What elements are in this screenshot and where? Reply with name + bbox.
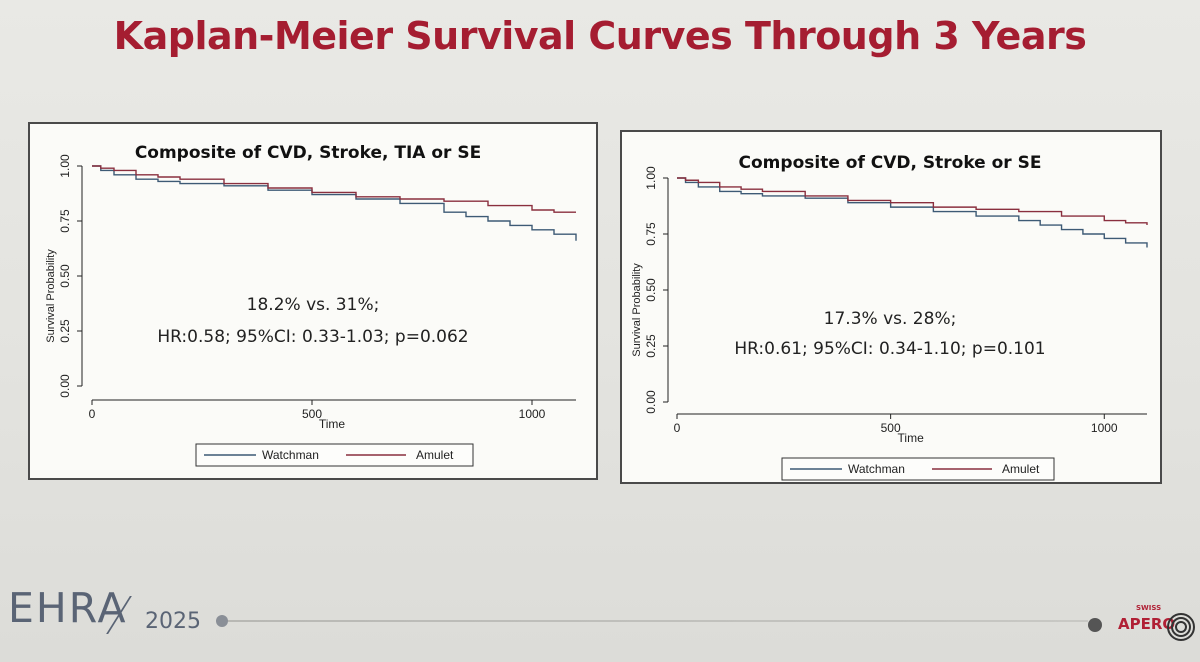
km-chart-right-svg: Composite of CVD, Stroke or SE 0.00 0.25 0.… [631,153,1148,481]
legend-box [781,457,1055,481]
x-axis-label: Time [319,417,346,431]
x-axis-label: Time [898,431,925,445]
y-axis-label: Survival Probability [631,263,643,357]
apero-rings-icon [1167,613,1195,641]
y-tick-label: 1.00 [58,154,72,178]
ehra-logo-year: 2025 [145,609,201,634]
slide-title: Kaplan-Meier Survival Curves Through 3 Y… [113,14,1087,58]
y-axis-label: Survival Probability [45,249,57,343]
x-tick-label: 0 [89,407,96,421]
y-tick-label: 0.50 [58,264,72,288]
y-tick-label: 0.75 [644,222,658,246]
series-line-amulet [92,165,576,213]
x-tick-label: 1000 [519,407,546,421]
x-tick-label: 500 [302,407,322,421]
annotation-rates: 18.2% vs. 31%; [247,295,380,315]
annotation-hr: HR:0.58; 95%CI: 0.33-1.03; p=0.062 [157,327,468,347]
swiss-apero-logo: SWISS APERO [1118,604,1198,656]
legend-label-watchman: Watchman [262,448,319,462]
footer-dot-right [1088,618,1102,632]
footer-divider [228,620,1088,622]
km-chart-right: Composite of CVD, Stroke or SE 0.00 0.25 0.… [620,130,1162,484]
legend-label-amulet: Amulet [416,448,454,462]
footer-dot-left [216,615,228,627]
legend-label-amulet: Amulet [1002,462,1040,476]
y-tick-label: 0.25 [58,319,72,343]
y-tick-label: 0.00 [644,390,658,414]
y-tick-label: 0.50 [644,278,658,302]
km-chart-left: Composite of CVD, Stroke, TIA or SE 0.00 0… [28,122,598,480]
ehra-logo: EHRA [8,584,128,632]
chart-title: Composite of CVD, Stroke or SE [739,153,1042,173]
annotation-rates: 17.3% vs. 28%; [824,309,957,329]
y-tick-label: 0.25 [644,334,658,358]
series-line-watchman [677,177,1148,248]
series-line-amulet [677,177,1148,226]
x-tick-label: 500 [881,421,901,435]
chart-title: Composite of CVD, Stroke, TIA or SE [135,143,481,163]
km-chart-left-svg: Composite of CVD, Stroke, TIA or SE 0.00 0… [45,143,577,467]
legend-box [195,443,474,467]
annotation-hr: HR:0.61; 95%CI: 0.34-1.10; p=0.101 [734,339,1045,359]
legend-label-watchman: Watchman [848,462,905,476]
x-tick-label: 1000 [1091,421,1118,435]
y-tick-label: 0.00 [58,374,72,398]
y-tick-label: 0.75 [58,209,72,233]
y-tick-label: 1.00 [644,166,658,190]
x-tick-label: 0 [674,421,681,435]
swiss-apero-logo-swiss: SWISS [1136,604,1162,612]
swiss-apero-logo-name: APERO [1118,615,1176,633]
